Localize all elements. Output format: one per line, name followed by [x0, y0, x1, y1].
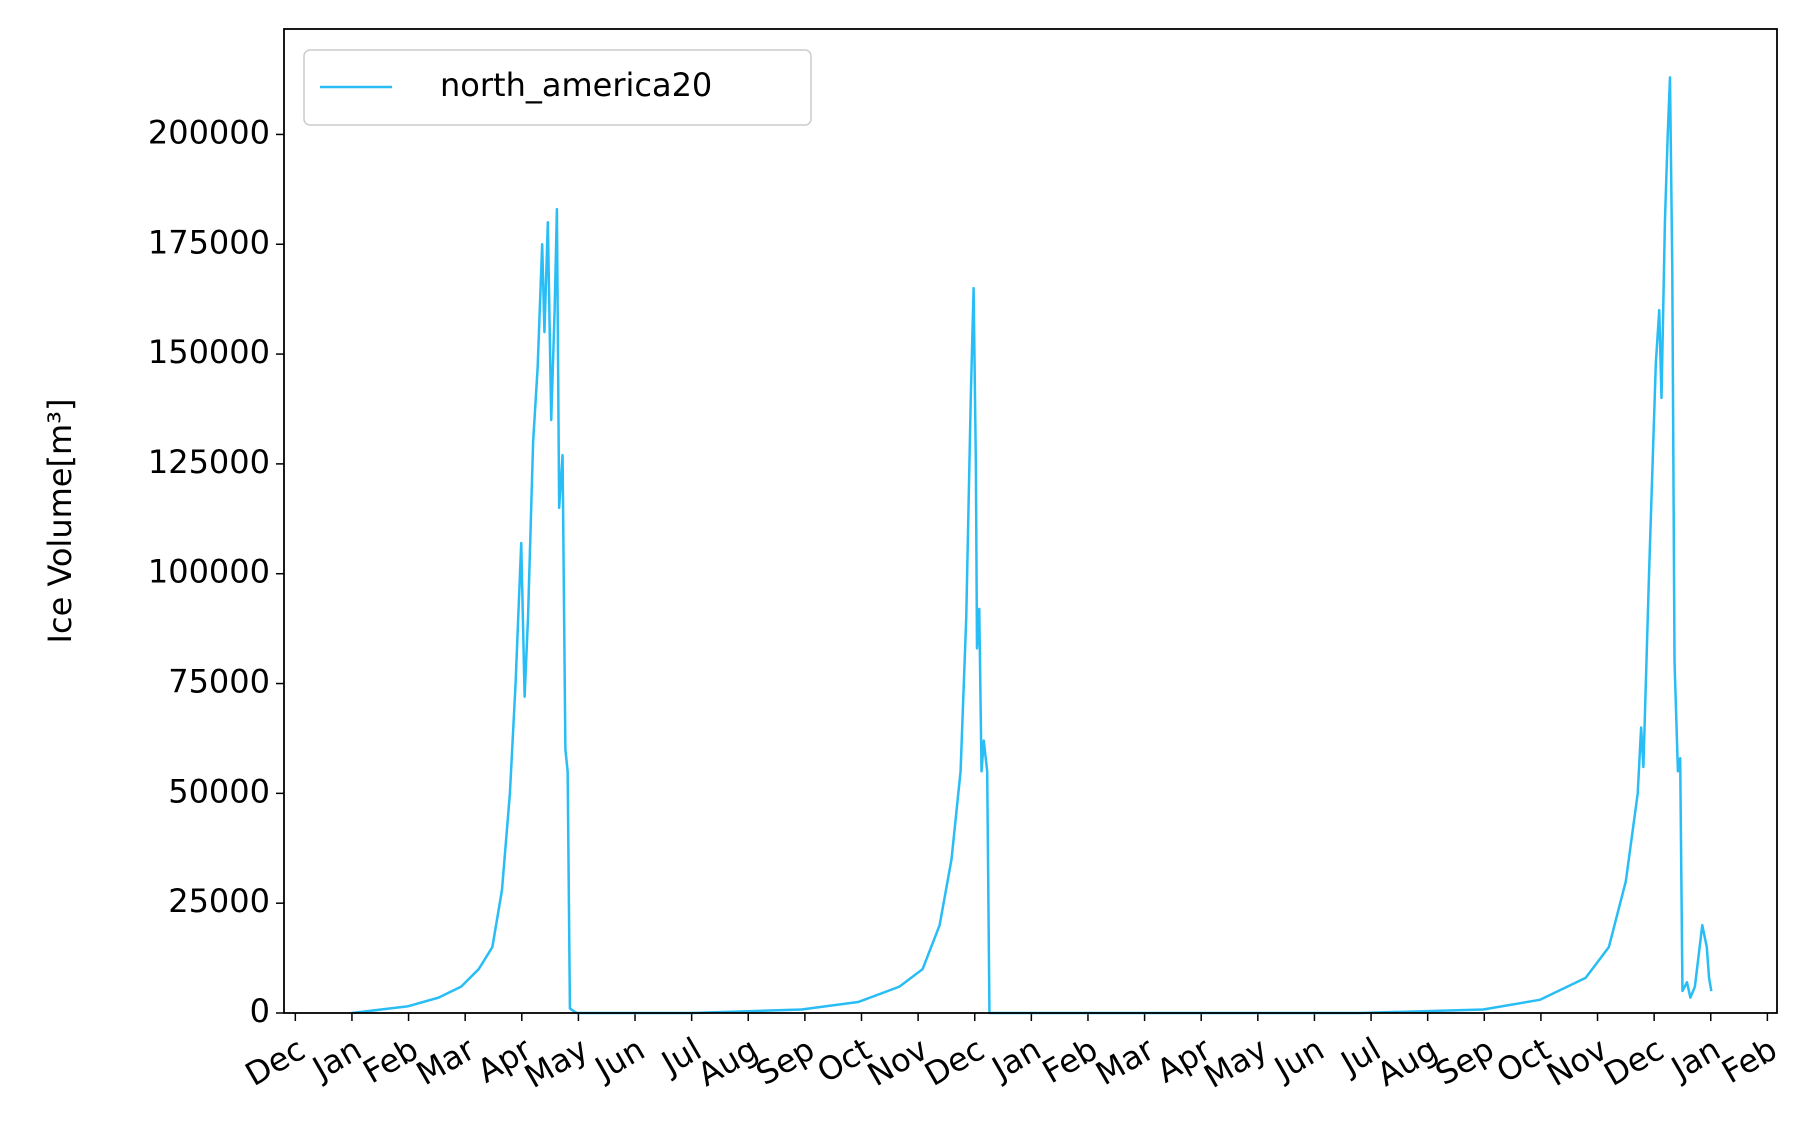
plot-frame	[283, 28, 1778, 1014]
y-tick-label: 25000	[168, 882, 270, 920]
x-tick-label: Jun	[587, 1030, 651, 1089]
x-tick-label: May	[1198, 1030, 1274, 1096]
data-line	[351, 76, 1713, 1015]
x-tick-label: Mar	[410, 1029, 482, 1093]
y-tick-label: 75000	[168, 663, 270, 701]
y-tick-label: 150000	[148, 333, 270, 371]
x-tick-label: Dec	[1598, 1030, 1671, 1094]
x-tick-label: Sep	[1429, 1030, 1500, 1093]
legend-label: north_america20	[440, 66, 712, 104]
x-tick-label: Jun	[1266, 1030, 1330, 1089]
x-tick-label: Feb	[1715, 1030, 1783, 1091]
y-axis-label: Ice Volume[m³]	[41, 399, 79, 644]
legend-box	[303, 49, 812, 126]
x-tick-label: Sep	[750, 1030, 821, 1093]
y-tick-label: 175000	[148, 223, 270, 261]
y-tick-label: 50000	[168, 772, 270, 810]
x-tick-label: Dec	[918, 1030, 991, 1094]
y-tick-label: 125000	[148, 443, 270, 481]
x-tick-label: Mar	[1089, 1029, 1161, 1093]
x-tick-label: Dec	[239, 1030, 312, 1094]
y-tick-label: 0	[250, 992, 270, 1030]
x-tick-label: May	[518, 1030, 594, 1096]
y-tick-label: 200000	[148, 113, 270, 151]
y-tick-label: 100000	[148, 553, 270, 591]
